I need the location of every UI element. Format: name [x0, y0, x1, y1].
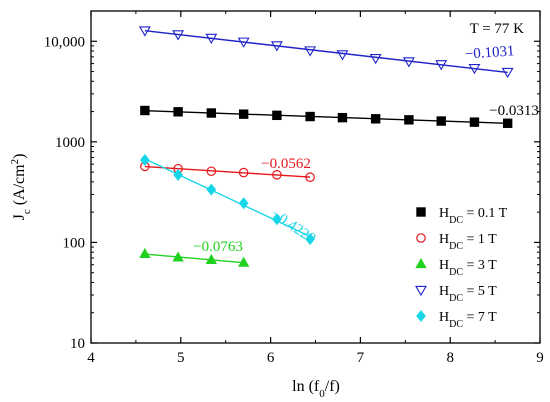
- data-point: [370, 114, 381, 124]
- data-point: [139, 247, 151, 258]
- data-point: [272, 213, 282, 226]
- data-point: [469, 117, 480, 127]
- fit-line-series-2: [144, 165, 311, 178]
- legend: HDC = 0.1 T HDC = 1 T HDC = 3 T HDC = 5 T HD…: [415, 206, 508, 330]
- y-axis-title: Jc (A/cm2): [9, 154, 33, 221]
- x-tick-label: 8: [446, 350, 454, 366]
- y-tick-label: 1000: [55, 135, 85, 151]
- x-tick-label: 7: [357, 350, 365, 366]
- data-point: [270, 41, 283, 52]
- slope-label-series-3: −0.0763: [193, 239, 243, 255]
- x-tick-label: 9: [536, 350, 544, 366]
- legend-marker: [416, 233, 426, 243]
- data-point: [173, 107, 183, 117]
- y-tick-label: 10: [70, 336, 85, 352]
- x-tick-label: 4: [87, 350, 95, 366]
- x-tick-label: 6: [267, 350, 275, 366]
- slope-label-series-1: −0.0313: [489, 103, 539, 119]
- y-axis-title-sup: 2: [9, 159, 21, 165]
- data-point: [138, 26, 151, 37]
- data-point: [238, 109, 249, 119]
- data-point: [305, 172, 315, 183]
- data-markers: [138, 26, 514, 267]
- y-tick-label: 10,000: [44, 34, 85, 50]
- data-point: [237, 37, 250, 48]
- data-point: [172, 30, 185, 41]
- legend-label: HDC = 0.1 T: [439, 206, 508, 226]
- temperature-annotation: T = 77 K: [470, 21, 525, 37]
- data-point: [206, 166, 217, 177]
- legend-label: HDC = 7 T: [439, 310, 497, 330]
- data-point: [238, 256, 250, 267]
- data-point: [468, 64, 481, 75]
- data-point: [205, 33, 218, 45]
- x-axis-title-main: ln (f: [292, 378, 320, 395]
- x-axis-title-sub: 0: [319, 388, 325, 400]
- fit-line-series-3: [144, 253, 244, 264]
- slope-label-series-2: −0.0562: [261, 156, 311, 172]
- legend-entry: HDC = 3 T: [415, 257, 497, 278]
- data-point: [435, 60, 448, 71]
- y-tick-label: 100: [63, 235, 86, 251]
- data-point: [238, 197, 249, 210]
- legend-entry: HDC = 7 T: [416, 310, 497, 330]
- data-point: [436, 116, 446, 126]
- data-point: [502, 118, 513, 128]
- data-point: [272, 110, 282, 121]
- data-point: [404, 115, 414, 125]
- fit-lines: [144, 29, 508, 264]
- slope-label-series-5: −0.4228: [268, 206, 318, 247]
- data-point: [272, 170, 282, 180]
- data-point: [501, 67, 514, 79]
- y-axis-title-mid: (A/cm: [11, 164, 28, 209]
- legend-marker: [415, 257, 427, 269]
- y-axis-title-tail: ): [11, 154, 28, 159]
- series-1-points: [140, 105, 513, 128]
- legend-label: HDC = 1 T: [439, 232, 497, 252]
- x-axis-title-tail: /f): [325, 378, 340, 395]
- data-point: [369, 53, 382, 65]
- x-axis-title: ln (f0/f): [292, 378, 340, 400]
- data-point: [304, 46, 317, 57]
- data-point: [402, 57, 415, 68]
- legend-marker: [416, 310, 426, 322]
- data-point: [305, 233, 315, 246]
- data-point: [238, 167, 249, 178]
- x-tick-label: 5: [177, 350, 185, 366]
- data-point: [337, 112, 348, 123]
- data-point: [173, 168, 183, 181]
- y-axis-title-sub: c: [21, 209, 33, 214]
- series-4-points: [138, 26, 514, 79]
- data-point: [140, 154, 150, 166]
- fit-line-series-1: [144, 109, 508, 125]
- fit-line-series-5: [144, 158, 311, 238]
- data-point: [140, 105, 150, 116]
- slope-label-series-4: −0.1031: [464, 43, 515, 62]
- legend-entry: HDC = 5 T: [415, 284, 497, 304]
- series-5-points: [140, 154, 315, 246]
- data-point: [205, 253, 217, 265]
- legend-marker: [415, 285, 427, 297]
- data-point: [206, 183, 217, 196]
- legend-entry: HDC = 0.1 T: [416, 206, 508, 226]
- legend-label: HDC = 3 T: [439, 258, 497, 278]
- data-point: [305, 111, 315, 122]
- legend-entry: HDC = 1 T: [416, 232, 497, 252]
- data-point: [172, 251, 184, 262]
- series-3-points: [139, 247, 250, 267]
- fit-line-series-4: [144, 29, 508, 74]
- data-point: [206, 108, 217, 118]
- axes: 4 5 6 7 8 9 10 100 1000 10,000: [44, 10, 544, 366]
- legend-marker: [416, 207, 426, 217]
- data-point: [336, 50, 349, 61]
- y-axis-title-main: J: [11, 214, 28, 220]
- legend-label: HDC = 5 T: [439, 284, 497, 304]
- slope-labels: −0.0313 −0.0562 −0.0763 −0.1031 −0.4228: [193, 43, 539, 255]
